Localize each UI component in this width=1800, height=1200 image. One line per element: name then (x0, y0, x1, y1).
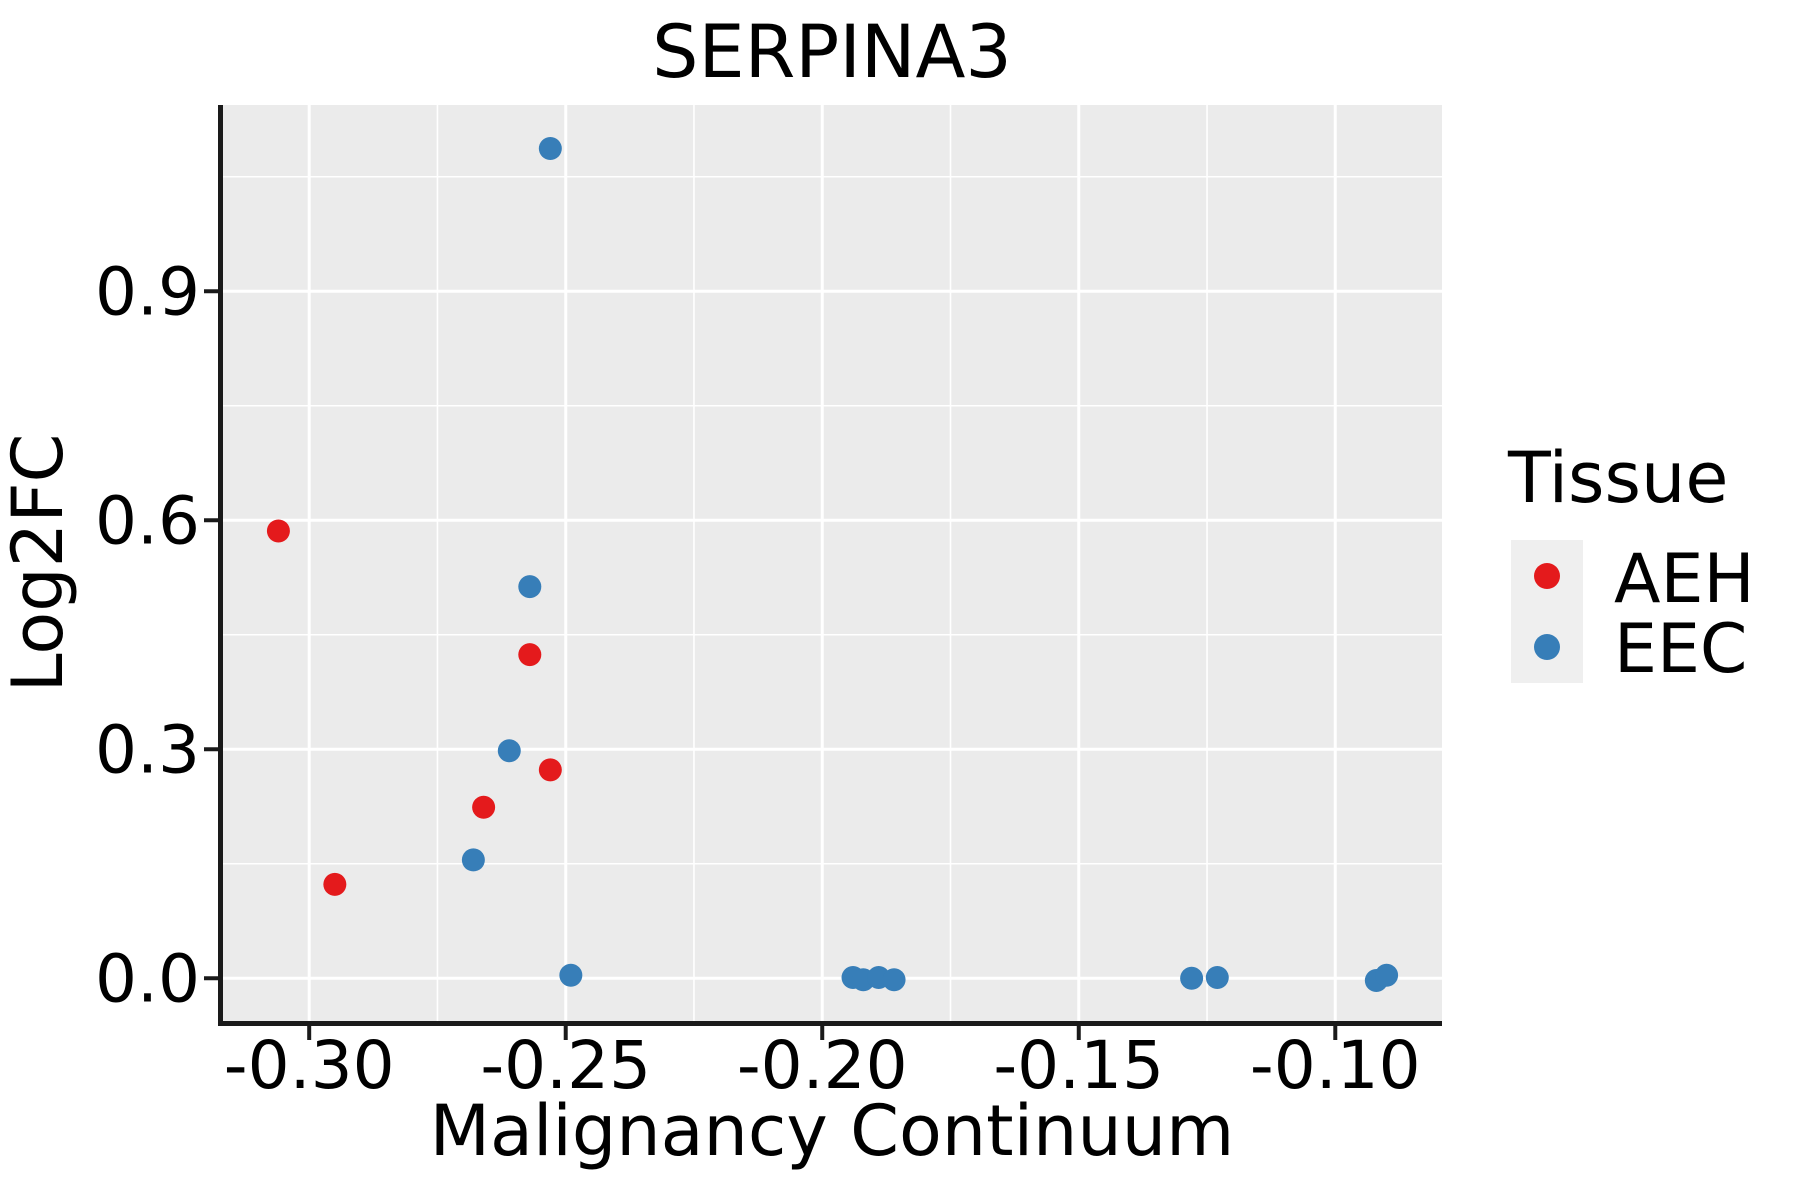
data-point-eec (1180, 966, 1204, 990)
axis-lines-and-ticks (204, 105, 1442, 1040)
legend-label-eec: EEC (1614, 610, 1747, 689)
major-gridlines (223, 105, 1442, 1021)
legend-title: Tissue (1507, 437, 1728, 519)
data-point-aeh (518, 643, 542, 667)
data-point-aeh (472, 795, 496, 819)
data-point-aeh (323, 872, 347, 896)
data-point-eec (1375, 963, 1399, 987)
legend: Tissue AEH EEC (1507, 437, 1755, 689)
x-tick-label: -0.10 (1250, 1027, 1421, 1104)
y-axis-title: Log2FC (0, 434, 79, 693)
data-points (266, 137, 1399, 993)
x-tick-label: -0.20 (737, 1027, 908, 1104)
data-point-aeh (538, 758, 562, 782)
x-tick-label: -0.25 (480, 1027, 651, 1104)
y-tick-label: 0.0 (95, 940, 200, 1017)
tick-labels: -0.30 -0.25 -0.20 -0.15 -0.10 0.0 0.3 0.6 0.9 (95, 253, 1421, 1104)
y-tick-label: 0.6 (95, 482, 200, 559)
data-point-eec (538, 137, 562, 161)
x-tick-label: -0.30 (224, 1027, 395, 1104)
data-point-eec (461, 848, 485, 872)
chart-title: SERPINA3 (652, 10, 1012, 95)
x-tick-label: -0.15 (993, 1027, 1164, 1104)
data-point-eec (497, 739, 521, 763)
data-point-eec (559, 963, 583, 987)
minor-gridlines (223, 105, 1442, 1021)
legend-marker-eec-icon (1534, 634, 1560, 660)
data-point-eec (882, 968, 906, 992)
data-point-eec (1205, 965, 1229, 989)
x-axis-title: Malignancy Continuum (430, 1090, 1235, 1172)
data-point-aeh (266, 519, 290, 543)
legend-label-aeh: AEH (1614, 540, 1755, 619)
legend-marker-aeh-icon (1534, 563, 1560, 589)
y-tick-label: 0.3 (95, 711, 200, 788)
plot-panel (223, 105, 1442, 1021)
data-point-eec (518, 575, 542, 599)
y-tick-label: 0.9 (95, 253, 200, 330)
